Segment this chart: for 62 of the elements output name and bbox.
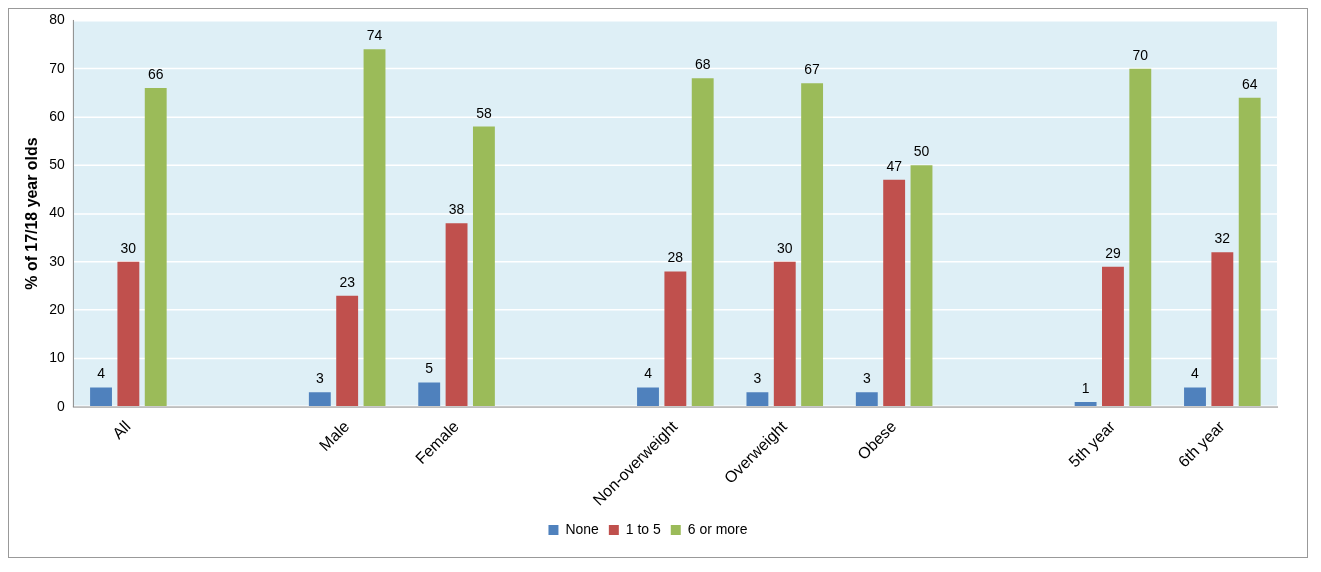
bar [1074, 401, 1097, 406]
data-label: 3 [862, 370, 871, 387]
y-tick-label: 50 [49, 156, 65, 173]
bar [773, 261, 796, 406]
bar [418, 382, 441, 406]
y-tick-label: 80 [49, 11, 65, 28]
bar [1211, 252, 1234, 406]
y-tick-label: 30 [49, 252, 65, 269]
bar [801, 83, 824, 406]
bar [637, 387, 659, 406]
data-label: 74 [366, 27, 383, 44]
bar [308, 392, 331, 406]
bar [910, 165, 933, 406]
bar [691, 78, 714, 406]
y-tick-label: 70 [49, 59, 65, 76]
data-label: 30 [120, 239, 137, 256]
bar [1102, 266, 1124, 406]
data-label: 30 [776, 239, 793, 256]
bar [1238, 97, 1261, 406]
y-tick-label: 10 [49, 349, 65, 366]
bar [90, 387, 112, 406]
data-label: 3 [753, 370, 762, 387]
legend-label: 6 or more [687, 520, 748, 537]
legend-label: 1 to 5 [625, 520, 661, 537]
bar [664, 271, 687, 406]
y-tick-label: 20 [49, 301, 65, 317]
y-tick-label: 0 [56, 397, 65, 414]
data-label: 68 [694, 56, 711, 73]
y-axis-title: % of 17/18 year olds [22, 137, 40, 290]
data-label: 4 [1191, 365, 1200, 382]
data-label: 4 [97, 365, 106, 382]
bar [144, 87, 167, 406]
bar [445, 223, 468, 406]
bar [117, 261, 140, 406]
data-label: 64 [1241, 75, 1258, 92]
data-label: 28 [667, 249, 684, 266]
bar [1184, 387, 1206, 406]
data-label: 4 [644, 365, 653, 382]
x-tick-label: All [109, 417, 134, 443]
y-tick-label: 40 [49, 204, 65, 221]
data-label: 66 [147, 65, 164, 82]
data-label: 70 [1132, 46, 1149, 63]
bar [1129, 68, 1152, 406]
bar [336, 295, 359, 406]
data-label: 50 [913, 143, 930, 160]
data-label: 23 [339, 273, 356, 290]
bar [883, 179, 906, 406]
data-label: 5 [425, 360, 434, 377]
bar [472, 126, 495, 406]
bar [855, 392, 878, 406]
data-label: 3 [315, 370, 324, 387]
legend-label: None [565, 520, 600, 537]
data-label: 47 [886, 157, 903, 174]
data-label: 58 [476, 104, 492, 121]
data-label: 38 [448, 201, 465, 218]
bar [363, 49, 386, 406]
bar [746, 392, 769, 406]
y-tick-label: 60 [49, 107, 65, 124]
data-label: 32 [1214, 230, 1231, 247]
data-label: 1 [1081, 379, 1090, 396]
data-label: 67 [804, 61, 821, 78]
data-label: 29 [1105, 244, 1121, 261]
